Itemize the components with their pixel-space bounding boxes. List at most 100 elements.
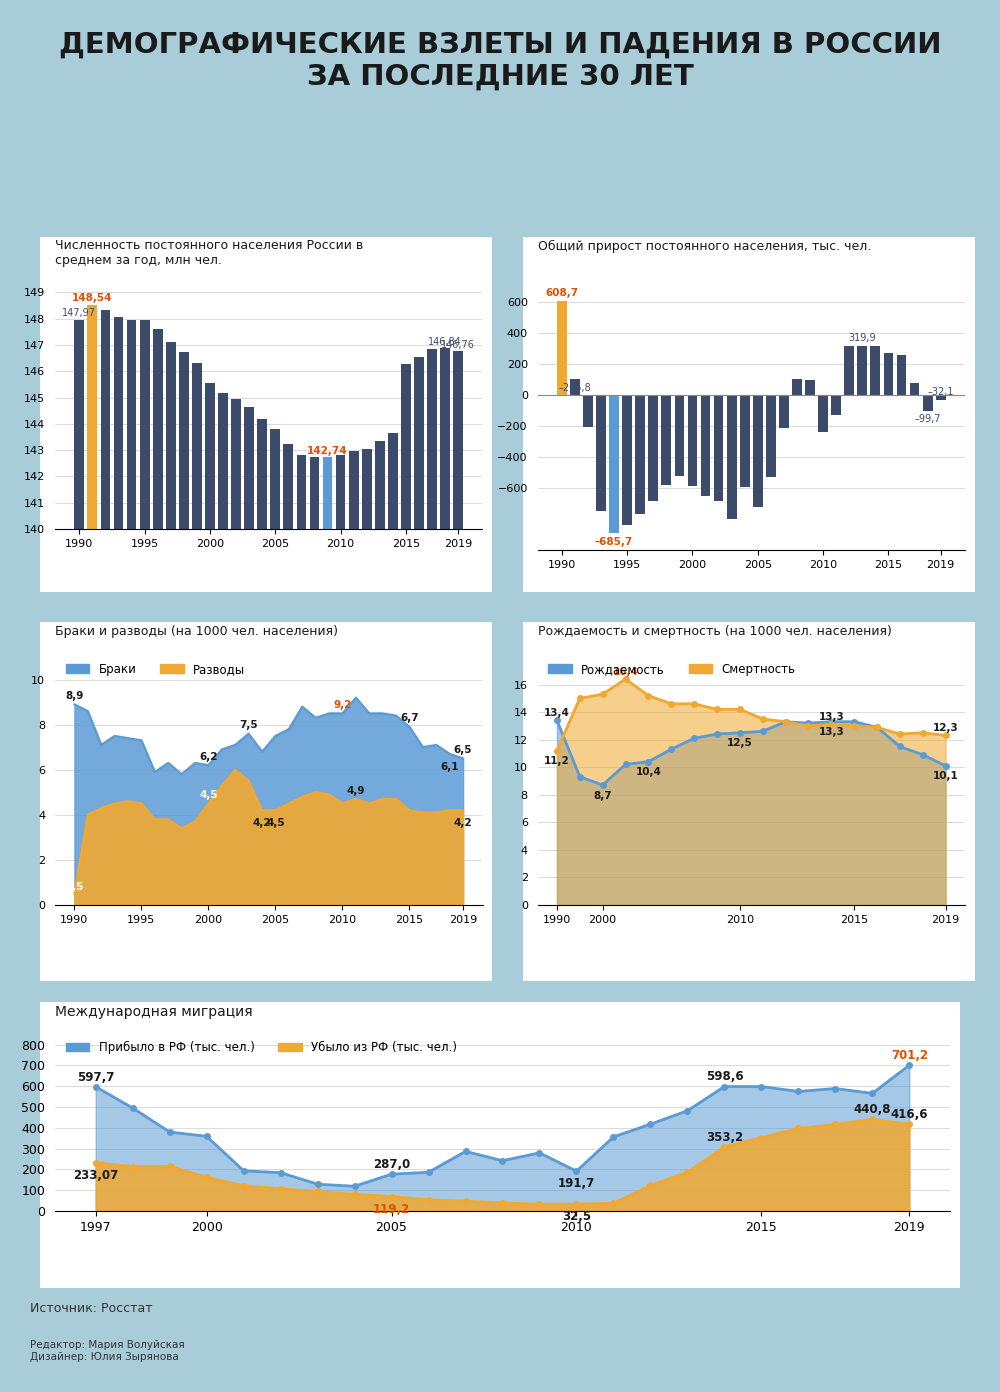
Text: 142,74: 142,74 <box>307 445 348 455</box>
Text: ДЕМОГРАФИЧЕСКИЕ ВЗЛЕТЫ И ПАДЕНИЯ В РОССИИ
ЗА ПОСЛЕДНИЕ 30 ЛЕТ: ДЕМОГРАФИЧЕСКИЕ ВЗЛЕТЫ И ПАДЕНИЯ В РОССИ… <box>59 31 941 90</box>
Text: 353,2: 353,2 <box>706 1130 743 1144</box>
Bar <box>936 395 946 400</box>
Bar <box>688 395 697 486</box>
Text: Браки и разводы (на 1000 чел. населения): Браки и разводы (на 1000 чел. населения) <box>55 625 338 638</box>
Text: Общий прирост постоянного населения, тыс. чел.: Общий прирост постоянного населения, тыс… <box>538 239 871 252</box>
Text: 7,5: 7,5 <box>239 720 258 731</box>
Bar <box>427 349 437 1392</box>
Bar <box>283 444 293 1392</box>
Text: 319,9: 319,9 <box>848 333 876 342</box>
Bar <box>388 433 398 1392</box>
Bar <box>675 395 684 476</box>
Bar <box>179 352 189 1392</box>
Bar <box>570 379 580 395</box>
Text: –32,1: –32,1 <box>927 387 954 397</box>
Text: 0,5: 0,5 <box>65 883 84 892</box>
Bar <box>753 395 763 507</box>
Legend: Браки, Разводы: Браки, Разводы <box>61 658 250 681</box>
Bar <box>114 317 123 1392</box>
Bar <box>596 395 606 511</box>
Bar <box>661 395 671 484</box>
Text: 146,84: 146,84 <box>428 337 462 347</box>
Text: 6,7: 6,7 <box>400 714 419 724</box>
Bar <box>140 320 150 1392</box>
Bar <box>349 451 359 1392</box>
Text: –205,8: –205,8 <box>559 383 591 393</box>
Text: 12,3: 12,3 <box>933 724 958 734</box>
Bar <box>205 383 215 1392</box>
Bar <box>257 419 267 1392</box>
Text: 4,5: 4,5 <box>199 791 218 800</box>
Bar <box>792 379 802 395</box>
Bar <box>362 448 372 1392</box>
Bar <box>766 395 776 477</box>
Bar <box>609 395 619 533</box>
Bar <box>583 395 593 427</box>
Bar <box>101 310 110 1392</box>
Text: 4,5: 4,5 <box>266 818 285 828</box>
Bar <box>727 395 737 519</box>
Text: Рождаемость и смертность (на 1000 чел. населения): Рождаемость и смертность (на 1000 чел. н… <box>538 625 891 638</box>
Bar <box>635 395 645 514</box>
Bar <box>192 363 202 1392</box>
Text: 9,2: 9,2 <box>333 700 352 710</box>
Text: 146,76: 146,76 <box>441 340 475 349</box>
Text: 608,7: 608,7 <box>545 288 578 298</box>
Bar <box>127 320 136 1392</box>
Bar <box>87 305 97 1392</box>
Text: 4,9: 4,9 <box>347 785 365 796</box>
Bar <box>831 395 841 415</box>
Bar <box>218 393 228 1392</box>
Bar <box>557 301 567 395</box>
Bar <box>923 395 933 411</box>
Bar <box>166 341 176 1392</box>
Bar <box>270 429 280 1392</box>
Text: –99,7: –99,7 <box>914 415 941 425</box>
Text: 701,2: 701,2 <box>891 1050 928 1062</box>
Text: 191,7: 191,7 <box>558 1178 595 1190</box>
Text: 12,5: 12,5 <box>727 738 753 749</box>
Text: Редактор: Мария Волуйская
Дизайнер: Юлия Зырянова: Редактор: Мария Волуйская Дизайнер: Юлия… <box>30 1340 185 1361</box>
Text: 13,3: 13,3 <box>818 727 844 738</box>
Bar <box>453 351 463 1392</box>
Bar <box>153 329 163 1392</box>
Text: 148,54: 148,54 <box>72 294 113 303</box>
Bar <box>440 348 450 1392</box>
Bar <box>897 355 906 395</box>
Text: 10,1: 10,1 <box>933 771 958 781</box>
Text: 598,6: 598,6 <box>706 1070 743 1083</box>
Text: Численность постоянного населения России в
среднем за год, млн чел.: Численность постоянного населения России… <box>55 239 363 267</box>
Text: 8,9: 8,9 <box>65 690 84 702</box>
Text: Международная миграция: Международная миграция <box>55 1005 253 1019</box>
Text: 6,2: 6,2 <box>199 752 218 761</box>
Text: 8,7: 8,7 <box>593 791 612 800</box>
Text: 11,2: 11,2 <box>544 756 570 766</box>
Text: 4,2: 4,2 <box>253 818 271 828</box>
Text: 13,4: 13,4 <box>544 709 570 718</box>
Bar <box>323 457 332 1392</box>
Bar <box>740 395 750 487</box>
Text: 16,4: 16,4 <box>613 667 638 677</box>
Bar <box>414 358 424 1392</box>
Bar <box>297 455 306 1392</box>
Bar <box>910 383 919 395</box>
Text: 10,4: 10,4 <box>635 767 661 777</box>
Text: Источник: Росстат: Источник: Росстат <box>30 1302 153 1315</box>
Text: 147,97: 147,97 <box>62 308 96 319</box>
Legend: Прибыло в РФ (тыс. чел.), Убыло из РФ (тыс. чел.): Прибыло в РФ (тыс. чел.), Убыло из РФ (т… <box>61 1037 462 1059</box>
Bar <box>818 395 828 432</box>
Bar <box>648 395 658 501</box>
Bar <box>714 395 723 501</box>
Legend: Рождаемость, Смертность: Рождаемость, Смертность <box>543 658 800 681</box>
Bar <box>74 320 84 1392</box>
Text: 597,7: 597,7 <box>77 1070 114 1083</box>
Bar <box>622 395 632 525</box>
Bar <box>805 380 815 395</box>
Bar <box>336 455 345 1392</box>
Text: 32,5: 32,5 <box>562 1210 591 1224</box>
Text: 287,0: 287,0 <box>373 1158 410 1171</box>
Text: 119,2: 119,2 <box>373 1203 410 1215</box>
Text: –685,7: –685,7 <box>595 537 633 547</box>
Bar <box>779 395 789 427</box>
Text: 440,8: 440,8 <box>854 1104 891 1116</box>
